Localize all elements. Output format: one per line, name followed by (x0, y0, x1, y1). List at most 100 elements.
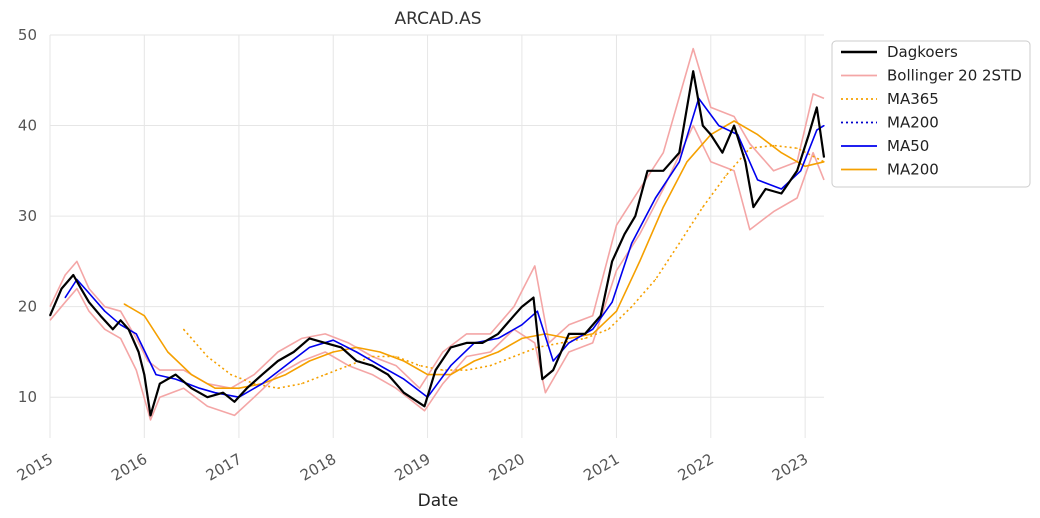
data-point (718, 125, 720, 127)
data-point (752, 206, 755, 208)
data-point (423, 405, 426, 407)
data-point (450, 374, 452, 376)
data-point (120, 324, 122, 326)
data-point (175, 378, 177, 380)
data-point (678, 161, 680, 163)
data-point (808, 134, 810, 136)
data-point (473, 360, 475, 362)
data-point (214, 387, 216, 389)
data-point (175, 374, 177, 376)
data-point (190, 374, 192, 376)
data-point (607, 328, 610, 330)
series-line-bollinger-lower (49, 124, 825, 421)
legend-items: Dagkoers Bollinger 20 2STD MA365 MA200 MA50 M… (841, 43, 1022, 179)
data-point (379, 351, 381, 353)
data-point (135, 333, 137, 335)
x-tick-label: 2016 (108, 450, 150, 485)
data-point (230, 374, 232, 376)
data-point (639, 260, 641, 262)
data-point (541, 378, 543, 380)
legend-label: Bollinger 20 2STD (887, 67, 1022, 85)
data-point (206, 396, 208, 398)
data-point (678, 242, 680, 244)
data-point (497, 333, 499, 335)
data-point (450, 346, 452, 348)
data-point (592, 328, 594, 330)
data-point (138, 351, 140, 353)
data-point (88, 292, 90, 294)
data-point (721, 152, 724, 154)
data-point (190, 387, 192, 389)
data-point (233, 401, 236, 403)
x-tick-label: 2018 (297, 450, 339, 485)
data-point (104, 310, 106, 312)
data-point (442, 369, 444, 371)
data-point (450, 365, 452, 367)
data-point (796, 147, 798, 149)
legend: Dagkoers Bollinger 20 2STD MA365 MA200 MA50 M… (831, 40, 1031, 188)
data-point (159, 383, 161, 385)
x-tick-label: 2023 (769, 450, 811, 485)
data-point (285, 374, 287, 376)
data-point (246, 387, 248, 389)
data-point (340, 346, 342, 348)
data-point (497, 351, 499, 353)
y-tick-label: 40 (18, 117, 37, 135)
data-point (521, 337, 523, 339)
data-point (489, 365, 491, 367)
data-point (261, 374, 263, 376)
legend-label: Dagkoers (887, 43, 958, 61)
data-point (662, 170, 664, 172)
data-point (568, 337, 570, 339)
data-point (206, 355, 208, 358)
data-point (167, 351, 169, 353)
x-tick-label: 2021 (580, 450, 622, 485)
x-tick-label: 2020 (486, 450, 528, 485)
data-point (435, 369, 437, 371)
data-point (88, 301, 90, 303)
data-point (155, 374, 157, 376)
data-point (80, 288, 82, 290)
grid (49, 34, 824, 438)
data-point (536, 346, 539, 348)
data-point (513, 355, 515, 358)
data-point (143, 374, 145, 376)
y-tick-label: 50 (18, 26, 37, 44)
data-point (780, 152, 783, 154)
data-point (816, 106, 818, 108)
legend-label: MA200 (887, 161, 939, 179)
data-point (584, 337, 586, 339)
data-point (765, 188, 767, 190)
data-point (238, 387, 240, 389)
data-point (725, 174, 727, 176)
data-point (143, 315, 145, 317)
data-point (823, 161, 825, 163)
data-point (419, 365, 421, 367)
data-point (308, 346, 311, 348)
data-point (615, 310, 618, 312)
data-point (631, 306, 633, 308)
data-point (600, 315, 602, 317)
data-point (552, 360, 554, 362)
data-point (371, 365, 373, 367)
data-point (592, 333, 594, 335)
data-point (149, 414, 152, 416)
data-point (403, 360, 405, 362)
data-point (521, 306, 523, 308)
data-point (678, 152, 680, 154)
data-point (804, 165, 806, 167)
data-point (702, 206, 704, 208)
data-point (466, 369, 468, 371)
chart-title: ARCAD.AS (394, 9, 481, 29)
data-point (702, 125, 704, 127)
data-point (733, 125, 735, 127)
y-tick-label: 30 (18, 207, 37, 225)
plot-lines (48, 47, 826, 421)
y-tick-labels: 10 20 30 40 50 (18, 26, 37, 406)
data-point (780, 192, 783, 195)
data-point (513, 315, 515, 317)
data-point (355, 346, 358, 348)
data-point (64, 297, 66, 299)
data-point (521, 324, 523, 326)
data-point (552, 369, 554, 371)
